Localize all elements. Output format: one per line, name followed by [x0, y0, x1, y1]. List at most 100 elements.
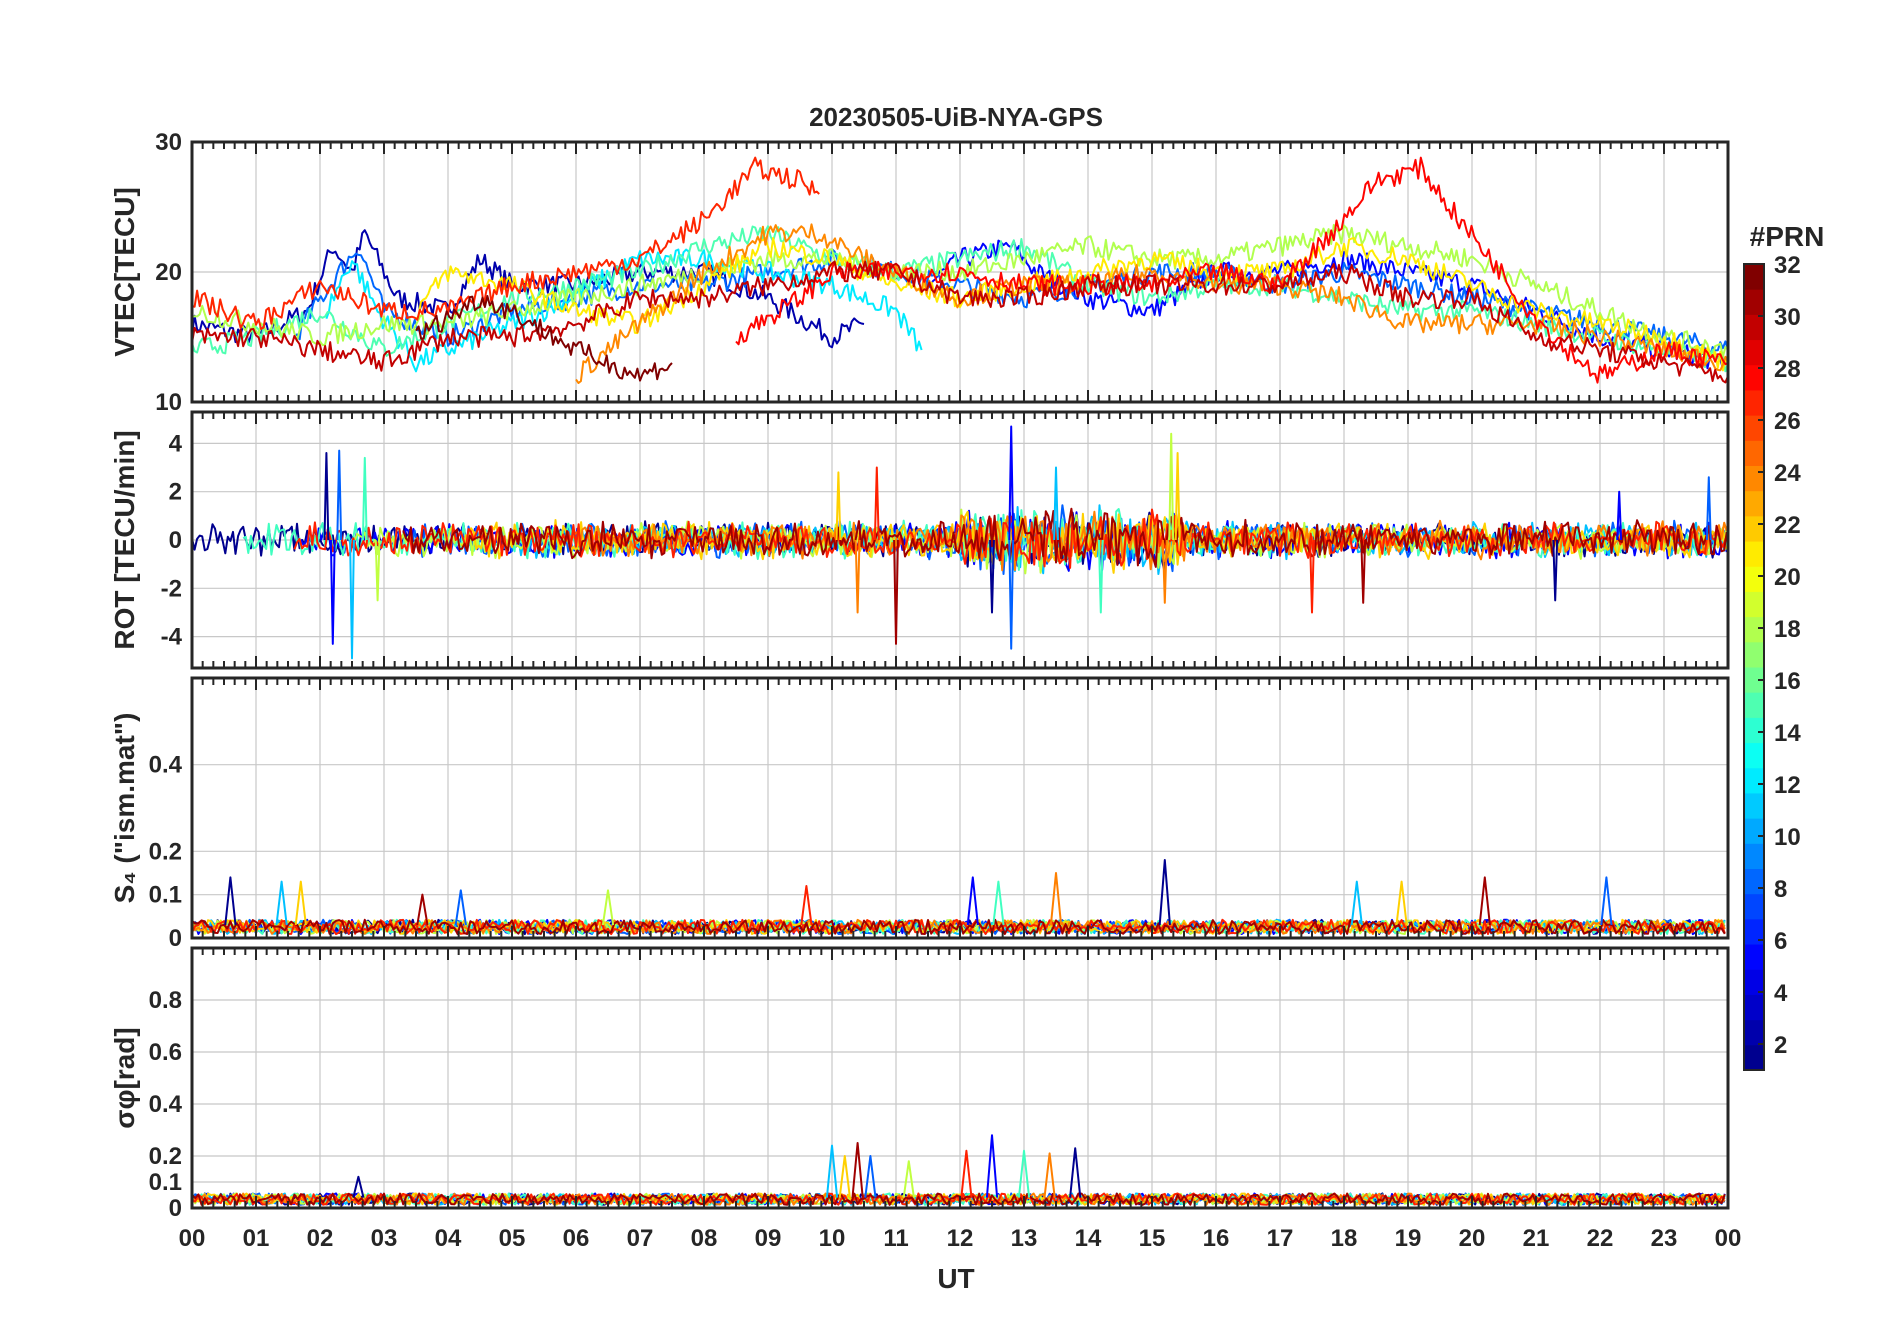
colorbar-tick-label: 10	[1774, 824, 1801, 851]
y-tick-label: 30	[155, 129, 182, 156]
y-tick-label: 0.1	[149, 1169, 182, 1196]
rot-spike	[329, 539, 336, 645]
series-group	[192, 156, 1728, 384]
peak-mark	[902, 1160, 915, 1198]
rot-spike	[873, 466, 880, 541]
colorbar-tick-label: 18	[1774, 616, 1801, 643]
peak-mark	[454, 889, 467, 926]
colorbar-tick-label: 4	[1774, 980, 1788, 1007]
x-tick-label: 22	[1587, 1225, 1614, 1252]
panel-frame	[190, 140, 1730, 404]
x-tick-label: 18	[1331, 1225, 1358, 1252]
colorbar-tick-label: 8	[1774, 876, 1787, 903]
series-group	[192, 859, 1726, 936]
x-tick-label: 03	[371, 1225, 398, 1252]
colorbar-segment	[1744, 843, 1764, 869]
colorbar-tick-label: 12	[1774, 772, 1801, 799]
peak-mark	[352, 1175, 365, 1198]
colorbar-segment	[1744, 364, 1764, 391]
x-tick-label: 05	[499, 1225, 526, 1252]
y-tick-label: 0	[169, 925, 182, 952]
colorbar-segment	[1744, 717, 1764, 744]
panel-sigma_phi: 00.10.2 0.4 0.6 0.8 σφ[rad]	[109, 946, 1730, 1222]
colorbar-tick-label: 2	[1774, 1032, 1787, 1059]
peak-mark	[601, 889, 615, 926]
y-axis-label: σφ[rad]	[109, 1027, 140, 1128]
series-line	[735, 156, 1728, 384]
colorbar-segment	[1744, 667, 1764, 693]
colorbar-segment	[1744, 641, 1764, 668]
colorbar-segment	[1744, 767, 1764, 794]
colorbar-segment	[1744, 289, 1764, 315]
panel-vtec: 10 20 30 VTEC[TECU]	[109, 129, 1730, 416]
colorbar-tick-label: 22	[1774, 512, 1801, 539]
series-line	[575, 223, 1728, 384]
y-tick-label: 4	[169, 430, 183, 457]
peak-mark	[1600, 876, 1613, 926]
y-tick-label: 0.4	[149, 752, 183, 779]
colorbar-segment	[1744, 415, 1764, 441]
colorbar-segment	[1744, 264, 1764, 290]
y-tick-label: 0	[169, 527, 182, 554]
x-axis-label: UT	[937, 1263, 974, 1294]
rot-spike	[1552, 539, 1559, 602]
peak-mark	[992, 880, 1005, 926]
colorbar-segment	[1744, 893, 1764, 920]
peak-mark	[1069, 1147, 1082, 1198]
x-tick-label: 20	[1459, 1225, 1486, 1252]
peak-mark	[825, 1144, 839, 1198]
x-tick-label: 04	[435, 1225, 462, 1252]
peak-mark	[1350, 880, 1363, 926]
x-tick-label: 02	[307, 1225, 334, 1252]
colorbar-segment	[1744, 918, 1764, 945]
x-tick-label: 01	[243, 1225, 270, 1252]
peak-mark	[1395, 880, 1408, 926]
y-tick-label: 0.4	[149, 1091, 183, 1118]
panel-frame	[190, 676, 1730, 940]
series-line	[415, 237, 1728, 372]
colorbar-segment	[1744, 616, 1764, 643]
x-tick-label: 07	[627, 1225, 654, 1252]
x-tick-label: 11	[883, 1225, 908, 1252]
chart-title: 20230505-UiB-NYA-GPS	[809, 102, 1103, 132]
x-tick-label: 13	[1011, 1225, 1038, 1252]
y-axis-label: VTEC[TECU]	[109, 187, 140, 357]
colorbar-segment	[1744, 389, 1764, 416]
rot-spike	[1168, 432, 1175, 541]
peak-mark	[1017, 1149, 1031, 1198]
rot-spike	[835, 471, 842, 541]
colorbar-segment	[1744, 566, 1764, 592]
peak-mark	[1043, 1152, 1056, 1198]
colorbar-segment	[1744, 440, 1764, 466]
peak-mark	[294, 880, 307, 926]
rot-spike	[989, 539, 995, 614]
rot-spike	[1309, 539, 1315, 614]
y-tick-label: 0.2	[149, 1143, 182, 1170]
y-tick-label: 0	[169, 1195, 182, 1222]
y-tick-label: 2	[169, 479, 182, 506]
colorbar-segment	[1744, 994, 1764, 1021]
peak-mark	[416, 893, 429, 926]
panel-frame	[190, 946, 1730, 1210]
colorbar-segment	[1744, 1019, 1764, 1046]
rot-spike	[1174, 452, 1181, 541]
colorbar-segment	[1744, 541, 1764, 567]
peak-mark	[851, 1142, 864, 1198]
colorbar-label: #PRN	[1750, 221, 1825, 252]
x-tick-labels: 00 01 02 03 04 05 06 07 08 09 10 11 12 13 14 15 16 17 18 19…	[179, 1225, 1742, 1252]
rot-spike	[1360, 539, 1367, 604]
y-tick-label: 0.8	[149, 987, 182, 1014]
y-axis-label: S₄ ("ism.mat")	[109, 713, 140, 904]
x-tick-label: 19	[1395, 1225, 1422, 1252]
peak-mark	[966, 876, 979, 926]
colorbar-segment	[1744, 314, 1764, 341]
colorbar-segment	[1744, 591, 1764, 618]
colorbar-tick-label: 16	[1774, 668, 1801, 695]
colorbar-segment	[1744, 792, 1764, 819]
x-tick-label: 08	[691, 1225, 718, 1252]
y-tick-label: 0.1	[149, 882, 182, 909]
colorbar-tick-label: 26	[1774, 408, 1801, 435]
